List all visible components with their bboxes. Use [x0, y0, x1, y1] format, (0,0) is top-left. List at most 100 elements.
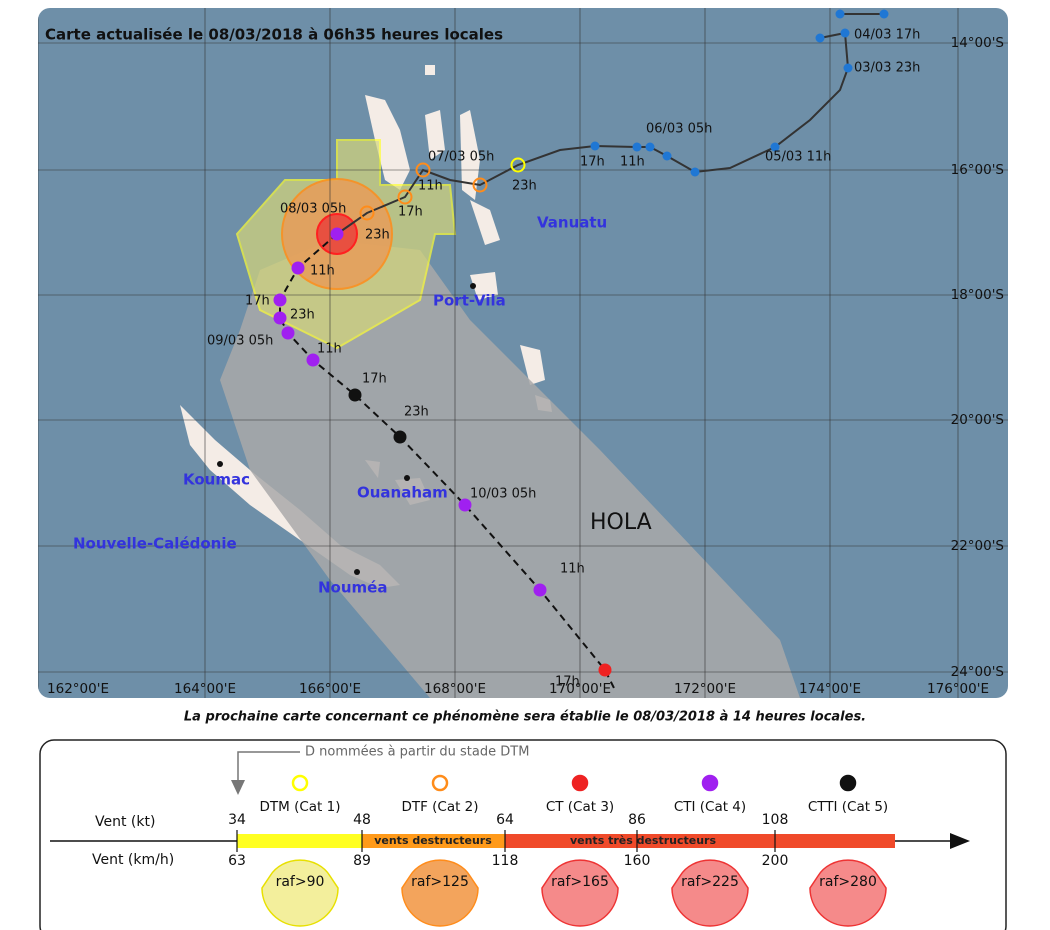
track-label: 08/03 05h	[280, 202, 346, 217]
track-point	[273, 293, 287, 307]
place-label: Ouanaham	[357, 484, 448, 502]
track-point	[291, 261, 305, 275]
kmh-value: 118	[492, 853, 519, 869]
past-track	[336, 13, 884, 235]
gust-label: raf>90	[276, 874, 325, 890]
track-label: 03/03 23h	[854, 61, 920, 76]
category-icon	[291, 774, 309, 792]
track-point	[306, 353, 320, 367]
kmh-value: 200	[762, 853, 789, 869]
wind-kt-label: Vent (kt)	[95, 814, 155, 830]
track-point	[590, 141, 600, 151]
lat-label: 22°00'S	[951, 538, 1004, 554]
track-label: 17h	[362, 372, 387, 387]
legend-items: DTM (Cat 1) raf>90 DTF (Cat 2) raf>125 CT (C…	[228, 774, 888, 927]
category-label: CTTI (Cat 5)	[808, 799, 888, 815]
track-point	[632, 142, 642, 152]
track-label: 11h	[317, 342, 342, 357]
track-points	[273, 9, 889, 677]
lon-label: 166°00'E	[299, 681, 361, 697]
track-point	[879, 9, 889, 19]
lat-label: 20°00'S	[951, 412, 1004, 428]
track-point	[770, 142, 780, 152]
track-label: 23h	[290, 308, 315, 323]
lon-label: 170°00'E	[549, 681, 611, 697]
band-label: vents destructeurs	[374, 834, 492, 847]
gust-label: raf>280	[819, 874, 877, 890]
track-point	[815, 33, 825, 43]
forecast-cone	[220, 240, 800, 698]
track-label: 10/03 05h	[470, 487, 536, 502]
category-icon	[701, 774, 719, 792]
kmh-value: 160	[624, 853, 651, 869]
gust-label: raf>125	[411, 874, 469, 890]
gust-shape	[401, 859, 479, 927]
track-point	[397, 189, 413, 205]
category-label: DTM (Cat 1)	[260, 799, 341, 815]
lat-label: 16°00'S	[951, 162, 1004, 178]
place-label: Koumac	[183, 471, 250, 489]
track-point	[458, 498, 472, 512]
lat-label: 14°00'S	[951, 35, 1004, 51]
lon-label: 176°00'E	[927, 681, 989, 697]
category-icon	[431, 774, 449, 792]
track-label: 06/03 05h	[646, 122, 712, 137]
track-label: 11h	[418, 179, 443, 194]
town	[404, 475, 410, 481]
kmh-value: 89	[353, 853, 371, 869]
track-point	[645, 142, 655, 152]
band-cat1	[237, 834, 362, 848]
track-label: 23h	[365, 228, 390, 243]
track-point	[510, 157, 526, 173]
kt-value: 64	[496, 812, 514, 828]
storm-name: HOLA	[590, 510, 652, 535]
track-point	[690, 167, 700, 177]
gust-shape	[671, 859, 749, 927]
place-label: Nouvelle-Calédonie	[73, 535, 237, 553]
category-label: CT (Cat 3)	[546, 799, 614, 815]
band-destructeurs	[362, 834, 505, 848]
place-label: Nouméa	[318, 579, 387, 597]
place-label: Port-Vila	[433, 292, 506, 310]
town	[217, 461, 223, 467]
track-point	[835, 9, 845, 19]
track-point	[330, 227, 344, 241]
scale-arrowhead	[950, 833, 970, 849]
kt-value: 108	[762, 812, 789, 828]
track-label: 11h	[620, 155, 645, 170]
band-tres-destructeurs	[505, 834, 895, 848]
track-label: 17h	[555, 675, 580, 690]
category-icon	[571, 774, 589, 792]
note-arrow	[237, 751, 300, 782]
kt-value: 48	[353, 812, 371, 828]
track-point	[359, 205, 375, 221]
wind-kmh-label: Vent (km/h)	[92, 852, 174, 868]
track-point	[393, 430, 407, 444]
category-label: DTF (Cat 2)	[401, 799, 478, 815]
track-label: 09/03 05h	[207, 334, 273, 349]
track-point	[472, 177, 488, 193]
kt-value: 86	[628, 812, 646, 828]
track-label: 04/03 17h	[854, 28, 920, 43]
lat-label: 24°00'S	[951, 664, 1004, 680]
track-label: 23h	[404, 405, 429, 420]
legend-note: D nommées à partir du stade DTM	[305, 745, 529, 760]
lon-label: 164°00'E	[174, 681, 236, 697]
gust-shape	[541, 859, 619, 927]
category-label: CTI (Cat 4)	[674, 799, 746, 815]
track-label: 17h	[245, 294, 270, 309]
track-point	[273, 311, 287, 325]
band-label: vents très destructeurs	[570, 834, 717, 847]
gust-label: raf>225	[681, 874, 739, 890]
track-label: 05/03 11h	[765, 150, 831, 165]
grid	[38, 8, 1008, 698]
track-label: 17h	[580, 155, 605, 170]
town	[470, 283, 476, 289]
track-point	[840, 28, 850, 38]
track-point	[533, 583, 547, 597]
track-label: 23h	[512, 179, 537, 194]
kt-value: 34	[228, 812, 246, 828]
track-point	[415, 162, 431, 178]
track-point	[662, 151, 672, 161]
